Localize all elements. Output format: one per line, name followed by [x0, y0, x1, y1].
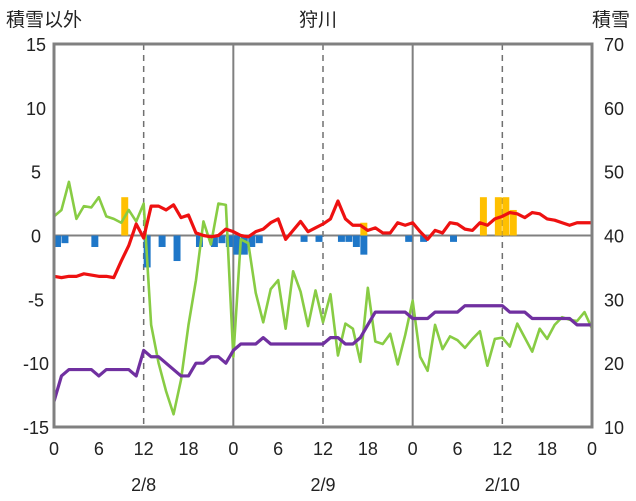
x-tick-label: 0	[49, 439, 59, 459]
x-tick-label: 6	[273, 439, 283, 459]
bar-blue	[315, 235, 323, 242]
left-axis-title: 積雪以外	[6, 9, 82, 31]
x-tick-label: 12	[134, 439, 154, 459]
bar-blue	[91, 235, 99, 247]
bar-blue	[337, 235, 345, 242]
x-tick-label: 18	[178, 439, 198, 459]
series-red	[53, 199, 592, 280]
x-tick-label: 0	[228, 439, 238, 459]
x-tick-label: 18	[537, 439, 557, 459]
bar-blue	[405, 235, 413, 242]
x-tick-label: 0	[408, 439, 418, 459]
right-tick-label: 60	[604, 99, 624, 119]
right-tick-label: 20	[604, 354, 624, 374]
x-tick-label: 0	[587, 439, 597, 459]
bar-blue	[255, 235, 263, 244]
bar-blue	[248, 235, 256, 247]
bars	[54, 197, 517, 268]
bar-blue	[225, 235, 233, 247]
bar-blue	[158, 235, 166, 247]
right-tick-label: 40	[604, 227, 624, 247]
bar-blue	[352, 235, 360, 247]
bar-blue	[240, 235, 248, 255]
right-tick-label: 70	[604, 35, 624, 55]
date-label: 2/8	[131, 475, 156, 495]
x-tick-label: 12	[492, 439, 512, 459]
left-axis-ticks: 15 10 5 0 -5 -10 -15	[23, 35, 49, 438]
date-label: 2/10	[485, 475, 520, 495]
bar-blue	[54, 235, 61, 247]
bar-blue	[450, 235, 457, 242]
date-label: 2/9	[310, 475, 335, 495]
bar-blue	[300, 235, 308, 242]
date-labels: 2/8 2/9 2/10	[131, 475, 520, 495]
right-axis-title: 積雪	[592, 9, 630, 31]
x-axis-ticks: 0 6 12 18 0 6 12 18 0 6 12 18 0	[49, 439, 597, 459]
left-tick-label: 15	[26, 35, 46, 55]
right-tick-label: 30	[604, 290, 624, 310]
x-tick-label: 6	[452, 439, 462, 459]
bar-blue	[195, 235, 203, 247]
bar-blue	[173, 235, 181, 262]
right-axis-ticks: 70 60 50 40 30 20 10	[604, 35, 624, 438]
chart-title: 狩川	[299, 9, 337, 31]
left-tick-label: -10	[23, 354, 49, 374]
left-tick-label: -15	[23, 418, 49, 438]
plot-border	[52, 42, 594, 429]
right-tick-label: 50	[604, 163, 624, 183]
x-tick-label: 6	[94, 439, 104, 459]
bar-orange	[509, 209, 517, 236]
left-tick-label: 10	[26, 99, 46, 119]
series-green	[53, 180, 594, 416]
x-tick-label: 12	[313, 439, 333, 459]
bar-blue	[360, 235, 368, 255]
bar-blue	[345, 235, 353, 242]
series-purple	[52, 304, 592, 402]
left-tick-label: -5	[28, 290, 44, 310]
left-tick-label: 5	[31, 163, 41, 183]
left-tick-label: 0	[31, 227, 41, 247]
bar-blue	[61, 235, 69, 244]
bar-orange	[479, 197, 487, 236]
bar-blue	[210, 235, 218, 247]
series-lines	[52, 180, 594, 416]
bar-blue	[420, 235, 428, 242]
bar-blue	[233, 235, 241, 255]
right-tick-label: 10	[604, 418, 624, 438]
bar-blue	[218, 235, 226, 244]
x-tick-label: 18	[358, 439, 378, 459]
